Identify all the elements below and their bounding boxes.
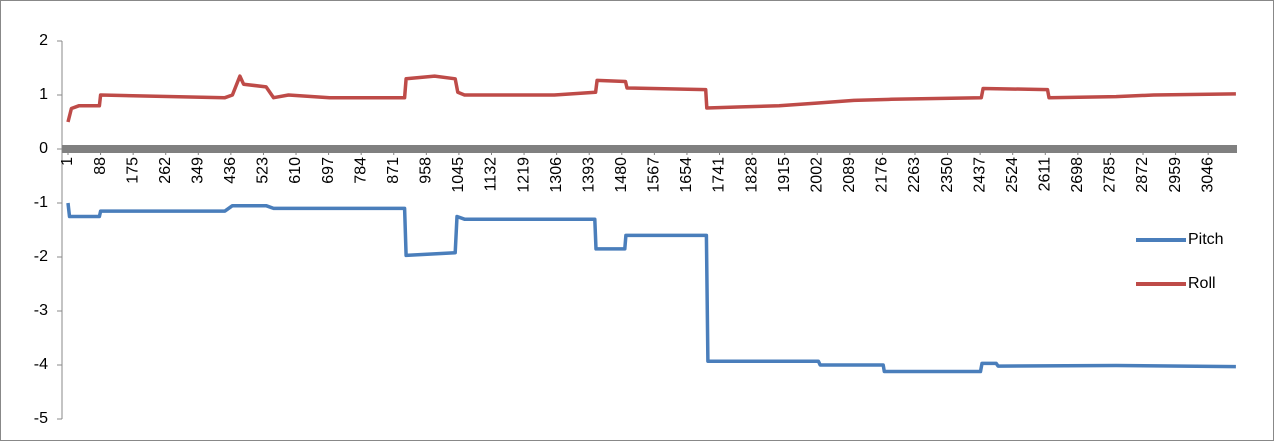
- x-tick-label: 1132: [483, 157, 500, 192]
- x-tick-label: 2524: [1004, 157, 1021, 193]
- x-tick-label: 88: [92, 157, 109, 175]
- series-line: [66, 202, 1236, 374]
- x-tick-label: 349: [190, 157, 207, 184]
- y-tick-label: 0: [39, 140, 48, 157]
- y-tick-label: 1: [39, 86, 48, 103]
- x-tick-label: 1306: [548, 157, 565, 193]
- x-tick-label: 2872: [1134, 157, 1151, 193]
- x-tick-label: 2611: [1037, 157, 1054, 192]
- x-tick-label: 871: [385, 157, 402, 184]
- x-tick-label: 1828: [743, 157, 760, 193]
- x-tick-label: 2437: [971, 157, 988, 193]
- x-tick-label: 784: [352, 157, 369, 184]
- x-tick-label: 2785: [1102, 157, 1119, 193]
- y-tick-label: -5: [34, 410, 48, 427]
- x-tick-label: 1393: [580, 157, 597, 193]
- series-line: [66, 74, 1236, 123]
- legend-label: Pitch: [1188, 231, 1224, 248]
- x-tick-label: 2350: [939, 157, 956, 193]
- x-tick-label: 262: [157, 157, 174, 184]
- x-tick-label: 1567: [646, 157, 663, 193]
- x-tick-label: 2176: [874, 157, 891, 193]
- x-tick-label: 3046: [1199, 157, 1216, 193]
- x-tick-label: 2002: [808, 157, 825, 193]
- y-tick-label: -1: [34, 194, 48, 211]
- x-tick-label: 697: [320, 157, 337, 184]
- x-tick-label: 175: [124, 157, 141, 184]
- y-tick-label: -3: [34, 302, 48, 319]
- y-tick-label: -4: [34, 356, 48, 373]
- x-tick-label: 958: [418, 157, 435, 184]
- x-tick-label: 1045: [450, 157, 467, 193]
- x-tick-label: 436: [222, 157, 239, 184]
- x-tick-label: 610: [287, 157, 304, 184]
- x-tick-label: 1: [59, 157, 76, 166]
- x-tick-label: 2959: [1167, 157, 1184, 193]
- x-tick-label: 1654: [678, 157, 695, 193]
- x-tick-label: 1480: [613, 157, 630, 193]
- x-tick-label: 2263: [906, 157, 923, 193]
- legend-label: Roll: [1188, 275, 1216, 292]
- x-tick-label: 1219: [515, 157, 532, 193]
- y-tick-label: 2: [39, 32, 48, 49]
- y-tick-label: -2: [34, 248, 48, 265]
- x-tick-label: 523: [255, 157, 272, 184]
- x-tick-label: 2089: [841, 157, 858, 193]
- x-tick-label: 1915: [776, 157, 793, 193]
- x-tick-label: 2698: [1069, 157, 1086, 193]
- x-tick-label: 1741: [711, 157, 728, 193]
